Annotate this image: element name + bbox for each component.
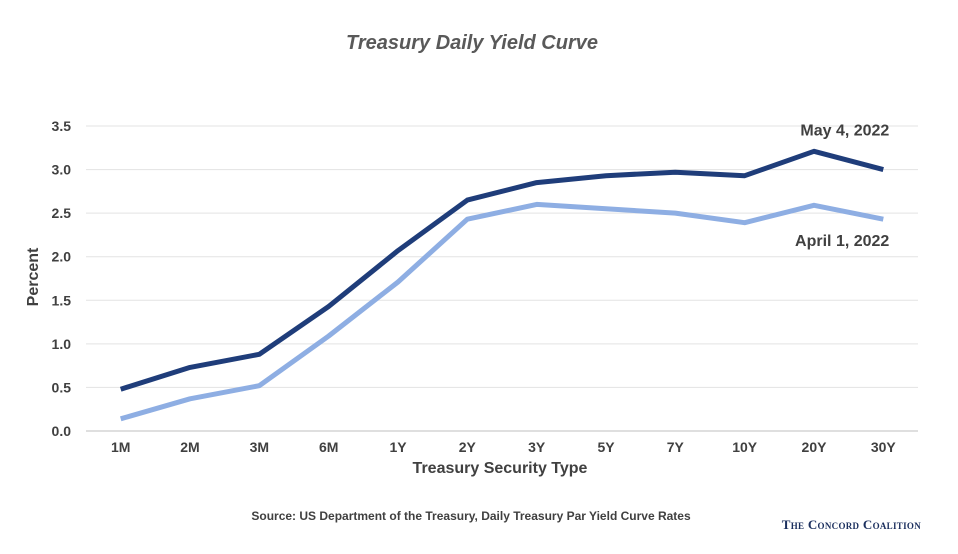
y-tick-label: 3.0 — [52, 162, 72, 178]
series-line-0 — [119, 148, 884, 392]
x-tick-label: 2M — [180, 439, 199, 455]
series-label-april: April 1, 2022 — [795, 233, 889, 250]
series-line-1 — [120, 201, 884, 422]
x-axis-ticks: 1M 2M 3M 6M 1Y 2Y 3Y 5Y 7Y 10Y 20Y 30Y — [111, 439, 897, 455]
series-lines — [119, 148, 884, 422]
x-tick-label: 1Y — [389, 439, 407, 455]
series-labels: May 4, 2022 April 1, 2022 — [795, 122, 889, 250]
x-tick-label: 6M — [319, 439, 338, 455]
x-tick-label: 5Y — [597, 439, 615, 455]
source-note: Source: US Department of the Treasury, D… — [251, 509, 691, 523]
x-tick-label: 20Y — [802, 439, 828, 455]
y-tick-label: 0.0 — [52, 423, 72, 439]
x-tick-label: 1M — [111, 439, 130, 455]
y-tick-label: 1.5 — [52, 292, 72, 308]
gridlines — [86, 125, 918, 432]
y-tick-label: 2.5 — [52, 205, 72, 221]
chart-title: Treasury Daily Yield Curve — [346, 32, 598, 54]
x-tick-label: 10Y — [732, 439, 758, 455]
y-axis-ticks: 0.0 0.5 1.0 1.5 2.0 2.5 3.0 3.5 — [52, 118, 72, 439]
x-tick-label: 30Y — [871, 439, 897, 455]
x-tick-label: 2Y — [459, 439, 477, 455]
y-tick-label: 1.0 — [52, 336, 72, 352]
series-label-may: May 4, 2022 — [800, 122, 889, 139]
y-tick-label: 0.5 — [52, 379, 72, 395]
brand-logo: The Concord Coalition — [782, 517, 921, 532]
y-tick-label: 3.5 — [52, 118, 72, 134]
x-axis-label: Treasury Security Type — [413, 460, 588, 477]
x-tick-label: 3Y — [528, 439, 546, 455]
y-tick-label: 2.0 — [52, 249, 72, 265]
x-tick-label: 3M — [250, 439, 269, 455]
x-tick-label: 7Y — [667, 439, 685, 455]
y-axis-label: Percent — [25, 247, 42, 306]
